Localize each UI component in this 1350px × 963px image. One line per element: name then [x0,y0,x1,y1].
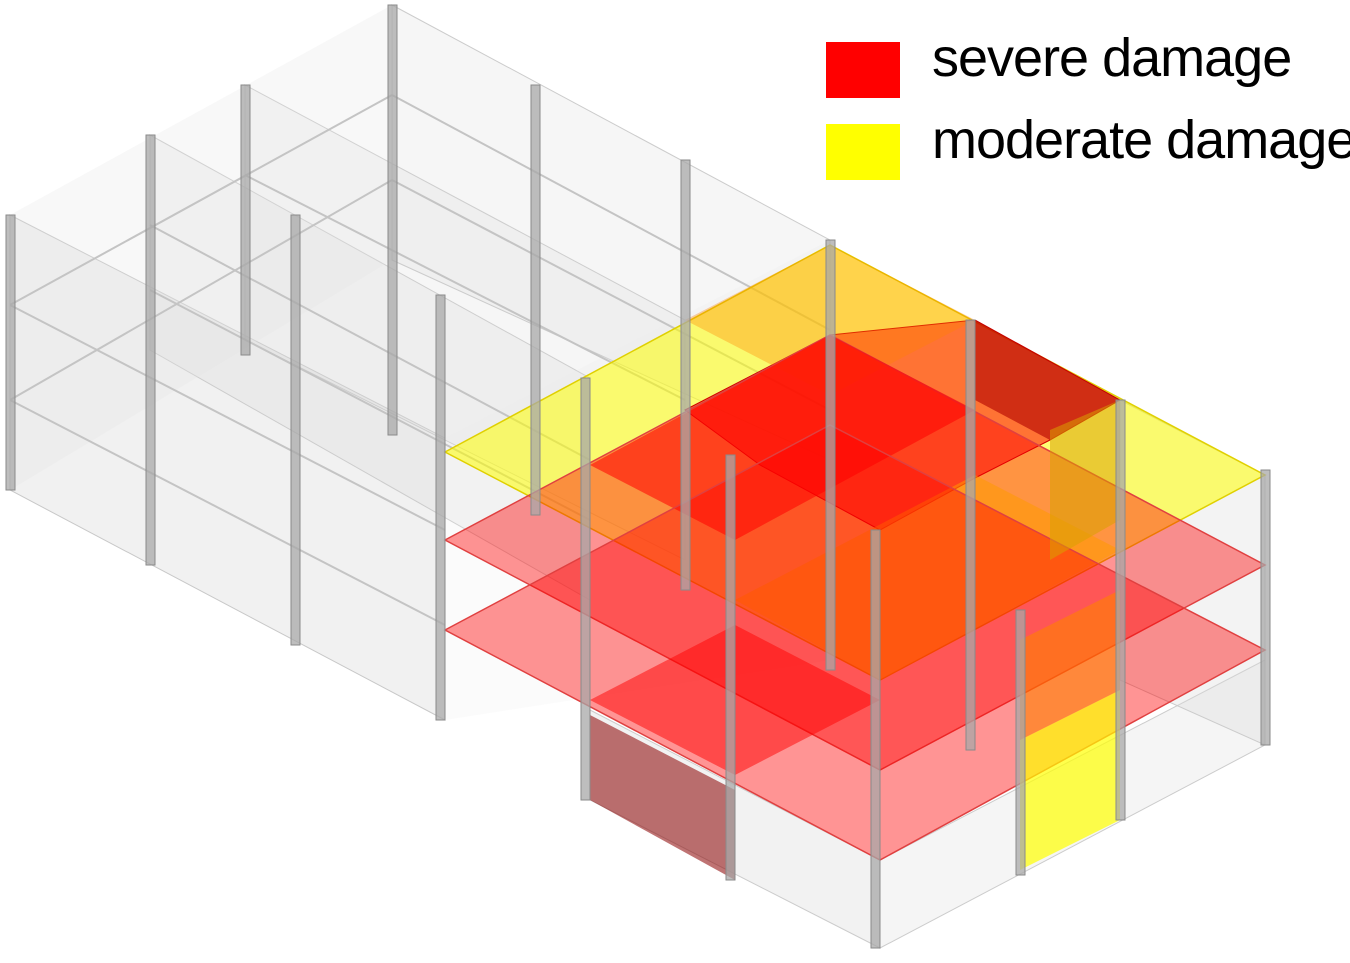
column [145,134,156,566]
column [240,84,251,356]
roof-slab-severe-dark [975,320,1120,440]
column [725,454,736,881]
moderate-wall-panel [1020,690,1120,870]
column [290,214,301,646]
column [435,294,446,721]
legend-label-severe: severe damage [932,28,1292,88]
column [1115,399,1126,821]
beam-line [9,399,446,626]
column [387,4,398,436]
column [580,377,591,801]
column [530,84,541,516]
severe-swatch [826,42,900,98]
beam-line [9,304,446,531]
column [1260,469,1271,746]
beam-line [9,94,393,306]
moderate-riser-panel [1050,400,1120,560]
legend-item-moderate: moderate damage [826,110,1350,180]
floor-slabs [443,244,1267,880]
orange-wall-panel [1020,590,1120,740]
beam-line [9,179,393,401]
columns [5,4,1271,949]
moderate-swatch [826,124,900,180]
legend-item-severe: severe damage [826,28,1350,98]
severe-wall-panel [590,715,735,880]
column [870,529,881,949]
legend-label-moderate: moderate damage [932,110,1350,170]
column [5,214,16,491]
column [965,319,976,751]
column [680,159,691,591]
column [825,239,836,671]
column [1015,609,1026,876]
wall-plane [10,5,392,490]
